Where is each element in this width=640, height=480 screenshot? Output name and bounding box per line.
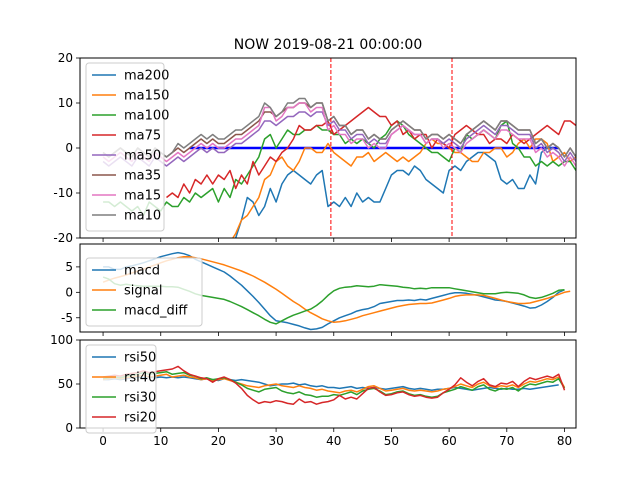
legend-label-ma150: ma150 [124, 89, 169, 104]
plot-area [102, 58, 576, 238]
legend-label-macd_diff: macd_diff [124, 304, 188, 319]
legend-box [85, 62, 165, 232]
series-line-ma200 [234, 147, 553, 238]
legend-label-signal: signal [124, 284, 162, 299]
chart-panel-1: -20-1001020ma200ma150ma100ma75ma50ma35ma… [53, 51, 577, 245]
y-tick-label: 0 [65, 285, 73, 299]
series-line-signal [102, 255, 571, 324]
x-tick-label: 40 [326, 434, 341, 448]
legend-label-rsi30: rsi30 [124, 391, 156, 406]
x-tick-label: 60 [441, 434, 456, 448]
charts-layer: -20-1001020ma200ma150ma100ma75ma50ma35ma… [50, 51, 577, 448]
x-tick-label: 70 [499, 434, 514, 448]
x-tick-label: 20 [211, 434, 226, 448]
legend-label-rsi50: rsi50 [124, 351, 156, 366]
series-line-rsi20 [102, 365, 566, 405]
legend: macd signal macd_diff [85, 257, 203, 327]
y-tick-label: 0 [65, 421, 73, 435]
series-line-ma150 [231, 138, 576, 238]
series-line-ma50 [102, 111, 576, 167]
legend-label-ma75: ma75 [124, 129, 161, 144]
plot-area [102, 365, 566, 405]
legend-label-ma100: ma100 [124, 109, 169, 124]
y-tick-label: 100 [50, 333, 73, 347]
y-tick-label: 50 [58, 377, 73, 391]
x-tick-label: 80 [557, 434, 572, 448]
y-tick-label: -20 [53, 231, 73, 245]
y-tick-label: 10 [58, 96, 73, 110]
legend-label-ma35: ma35 [124, 169, 161, 184]
legend-label-rsi40: rsi40 [124, 371, 156, 386]
y-tick-label: -10 [53, 186, 73, 200]
legend: ma200 ma150 ma100 ma75 ma50 ma35 ma15 ma10 [85, 62, 169, 232]
y-tick-label: 20 [58, 51, 73, 65]
series-line-rsi50 [103, 376, 559, 391]
series-line-rsi30 [102, 370, 566, 398]
x-tick-label: 50 [384, 434, 399, 448]
legend-label-ma10: ma10 [124, 209, 161, 224]
legend-label-ma200: ma200 [124, 69, 169, 84]
y-tick-label: -5 [61, 311, 73, 325]
legend-label-ma50: ma50 [124, 149, 161, 164]
x-tick-label: 0 [99, 434, 107, 448]
legend-label-ma15: ma15 [124, 189, 161, 204]
legend: rsi50 rsi40 rsi30 rsi20 [85, 344, 157, 434]
legend-label-rsi20: rsi20 [124, 411, 156, 426]
chart-panel-2: -5 0 5 macd signal macd_diff [61, 243, 577, 336]
x-tick-label: 30 [268, 434, 283, 448]
y-tick-label: 0 [65, 141, 73, 155]
chart-title: NOW 2019-08-21 00:00:00 [234, 37, 422, 53]
legend-label-macd: macd [124, 264, 160, 279]
series-line-ma15 [102, 102, 576, 167]
y-tick-label: 5 [65, 260, 73, 274]
axes-frame [79, 243, 577, 333]
series-line-rsi40 [102, 373, 566, 394]
series-line-macd [103, 251, 565, 331]
x-tick-label: 10 [153, 434, 168, 448]
legend-box [85, 344, 157, 434]
legend-box [85, 257, 203, 327]
series-line-ma10 [102, 97, 576, 158]
